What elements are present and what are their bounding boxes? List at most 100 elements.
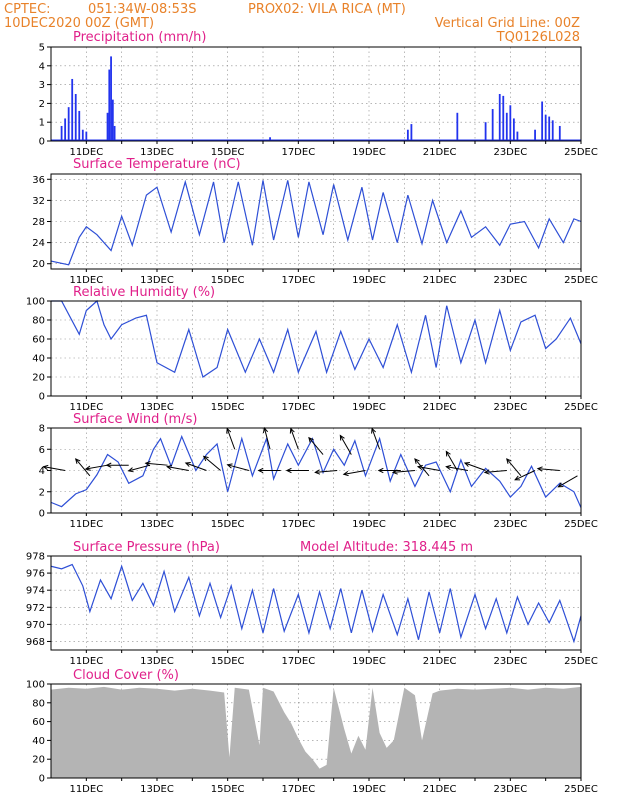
wind-line [50,434,582,508]
wind-vector-shaft [558,475,578,488]
cloud-cover-xtick-label: 13DEC [140,784,174,795]
pressure-xtick-label: 15DEC [211,656,245,667]
precip-bar [484,122,487,141]
precip-ytick-label: 4 [39,61,45,72]
cloud-cover-xtick-label: 11DEC [69,784,103,795]
temperature-title: Surface Temperature (nC) [73,157,241,172]
humidity-line [51,299,582,378]
pressure-line [50,563,582,644]
cloud-cover-xtick-label: 23DEC [493,784,527,795]
cloud-cover-ytick-label: 80 [32,698,45,709]
temperature-ytick-label: 20 [32,259,45,270]
model-altitude-annotation: Model Altitude: 318.445 m [300,540,473,555]
wind-vector-head [391,469,398,475]
wind-vector-shaft [537,468,560,471]
precip-bar [113,125,116,141]
wind-vector [483,469,507,475]
precip-xtick-label: 15DEC [211,147,245,158]
wind-vector-shaft [514,470,536,481]
temperature-ytick-label: 28 [32,217,45,228]
temperature-panel: 20 24 28 32 36 11DEC 13DEC 15DEC 17DEC 19DEC 21DEC… [32,173,598,286]
precip-bar [111,99,114,141]
wind-xtick-label: 13DEC [140,519,174,530]
wind-vector-shaft [484,470,507,473]
humidity-xtick-label: 23DEC [493,402,527,413]
precip-xtick-label: 17DEC [281,147,315,158]
panels: 0 1 2 3 4 5 11DEC 13DEC 15DEC 17DEC 19DEC 21DEC 23DE… [26,43,598,796]
pressure-xtick-label: 11DEC [69,656,103,667]
wind-vector-head [202,455,209,462]
wind-vector-shaft [308,437,324,455]
wind-vector-head [339,434,345,441]
wind-vector [536,466,560,472]
wind-ytick-label: 4 [39,466,45,477]
wind-vector-head [483,469,490,475]
wind-vector-shaft [339,435,352,455]
wind-vector-head [506,458,512,464]
humidity-ytick-label: 0 [39,392,45,403]
wind-vector [308,436,324,455]
wind-vector [226,427,236,450]
wind-vector [506,458,522,477]
header-coords: 051:34W-08:53S [88,2,196,17]
cloud-cover-area [51,686,581,778]
precip-bar [558,125,561,141]
humidity-ytick-label: 40 [32,354,45,365]
cloud-cover-ytick-label: 40 [32,736,45,747]
wind-vector-shaft [506,458,522,477]
precip-bar [509,105,512,141]
precip-bar [60,125,63,141]
pressure-ytick-label: 978 [26,552,45,563]
precip-bar [548,116,551,141]
precip-ytick-label: 0 [39,137,45,148]
wind-xtick-label: 19DEC [352,519,386,530]
wind-vector [127,464,151,473]
wind-vector-shaft [392,470,415,473]
wind-ytick-label: 0 [39,509,45,520]
humidity-panel: 0 20 40 60 80 100 11DEC 13DEC 15DEC 17DEC 19DEC 21D… [26,297,598,414]
wind-vector [463,461,486,471]
wind-vector-shaft [464,462,486,471]
wind-vector-shaft [128,464,151,472]
wind-vector-shaft [75,458,91,477]
wind-vector [144,461,168,467]
wind-vector-shaft [263,427,271,450]
temperature-xtick-label: 21DEC [423,275,457,286]
humidity-xtick-label: 15DEC [211,402,245,413]
wind-vector-head [514,475,521,481]
wind-title: Surface Wind (m/s) [73,412,197,427]
wind-vector-shaft [226,428,236,450]
wind-vector [289,427,299,450]
wind-vector-head [285,467,292,474]
wind-vector-shaft [167,466,189,471]
wind-vector-head [105,462,112,468]
wind-vector [557,475,578,488]
precip-bar [406,129,409,141]
wind-vector-head [74,458,81,464]
humidity-ytick-label: 100 [26,297,45,308]
wind-vector-shaft [445,451,458,471]
precip-ytick-label: 5 [39,43,45,54]
precip-bar [456,112,459,141]
wind-ytick-label: 8 [39,424,45,435]
wind-vector-shaft [185,462,207,471]
wind-vector-head [342,470,349,477]
wind-vector-head [144,461,151,467]
temperature-ytick-label: 36 [32,175,45,186]
wind-vector [257,467,281,474]
pressure-xtick-label: 21DEC [423,656,457,667]
wind-vector-shaft [43,466,66,471]
wind-vector [166,464,189,471]
pressure-xtick-label: 25DEC [564,656,598,667]
precip-bar [269,137,271,141]
wind-xtick-label: 25DEC [564,519,598,530]
wind-vector-head [445,450,451,457]
wind-panel: 0 2 4 6 8 11DEC 13DEC 15DEC 17DEC 19DEC 21DEC 23DEC… [39,424,598,531]
precip-bar [71,78,74,141]
precip-ytick-label: 1 [39,118,45,129]
precip-panel: 0 1 2 3 4 5 11DEC 13DEC 15DEC 17DEC 19DEC 21DEC 23DE… [39,43,598,159]
wind-vector-shaft [290,428,299,450]
cloud-cover-xtick-label: 21DEC [423,784,457,795]
cloud-cover-title: Cloud Cover (%) [73,668,179,683]
temperature-line [50,179,582,266]
